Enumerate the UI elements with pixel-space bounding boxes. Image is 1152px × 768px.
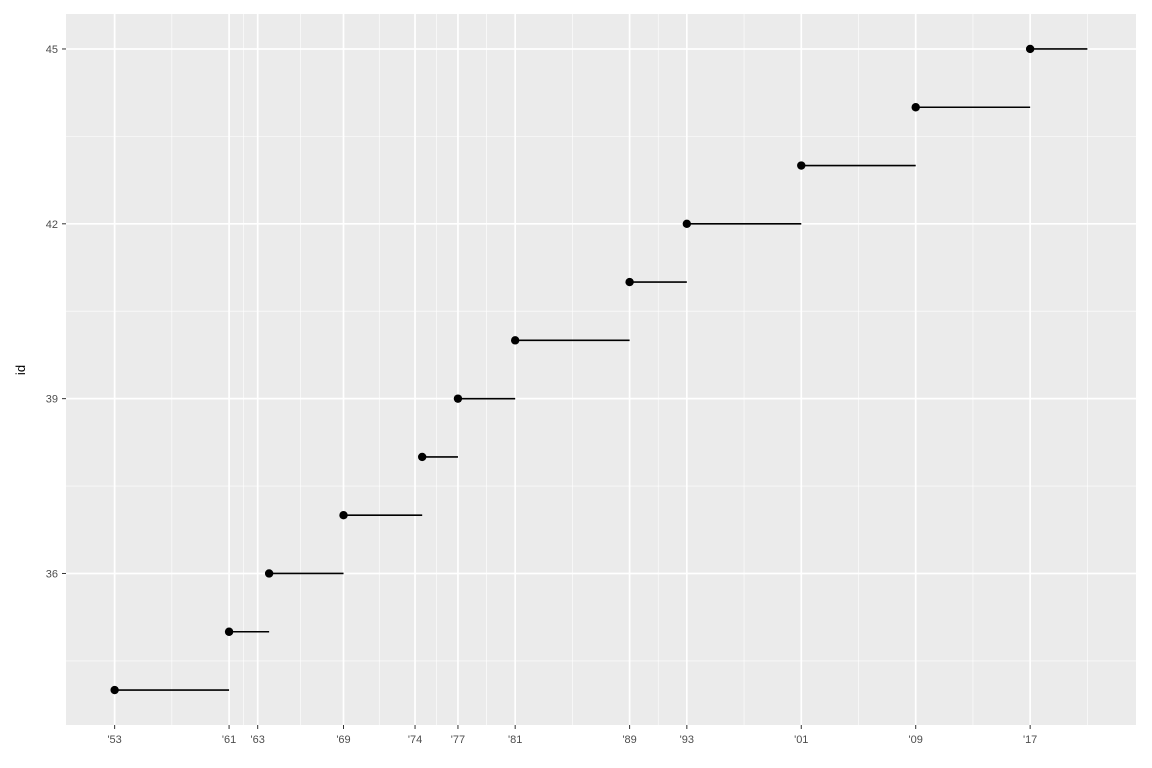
start-point: [797, 161, 806, 170]
x-tick-label: '01: [794, 734, 808, 746]
x-tick-label: '63: [251, 734, 265, 746]
x-tick-label: '09: [909, 734, 923, 746]
x-tick-label: '74: [408, 734, 422, 746]
start-point: [264, 569, 274, 578]
x-tick-label: '93: [680, 734, 694, 746]
start-point: [417, 452, 427, 462]
x-tick-label: '53: [107, 734, 121, 746]
start-point: [510, 336, 520, 345]
y-axis-title: id: [13, 365, 28, 375]
y-tick-label: 36: [46, 568, 58, 580]
x-tick-label: '81: [508, 734, 522, 746]
y-tick-label: 45: [46, 44, 58, 56]
start-point: [110, 685, 119, 695]
start-point: [1025, 44, 1035, 54]
x-tick-label: '61: [222, 734, 236, 746]
x-tick-label: '69: [336, 734, 350, 746]
x-tick-label: '77: [451, 734, 465, 746]
y-tick-label: 39: [46, 394, 58, 406]
plot-panel: [66, 14, 1136, 725]
start-point: [339, 510, 348, 520]
x-tick-label: '17: [1023, 734, 1037, 746]
x-tick-label: '89: [622, 734, 636, 746]
start-point: [224, 627, 234, 636]
y-tick-label: 42: [46, 219, 58, 231]
start-point: [625, 277, 634, 287]
start-point: [911, 103, 920, 112]
start-point: [453, 394, 463, 403]
start-point: [682, 219, 692, 229]
